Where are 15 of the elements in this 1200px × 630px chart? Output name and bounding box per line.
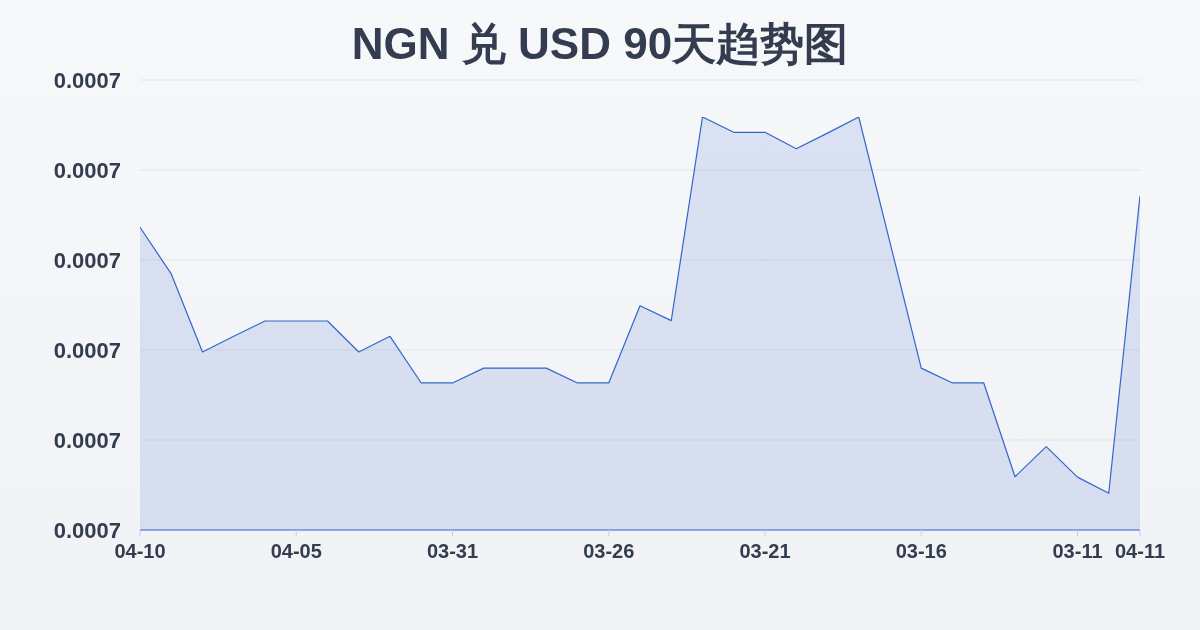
x-tick-label: 03-16 xyxy=(895,540,947,563)
x-tick-label: 04-11 xyxy=(1114,540,1166,563)
chart-title: NGN 兑 USD 90天趋势图 xyxy=(351,19,849,68)
text: 0.0007 xyxy=(53,427,121,453)
x-tick-label: 03-31 xyxy=(426,540,479,563)
x-tick-label: 04-05 xyxy=(270,540,322,563)
text: 0.0007 xyxy=(53,337,121,363)
x-tick-label: 04-10 xyxy=(114,540,166,563)
text: 0.0007 xyxy=(53,157,121,183)
text: 0.0007 xyxy=(53,67,121,93)
x-tick-label: 03-21 xyxy=(739,540,791,563)
text: 0.0007 xyxy=(53,247,121,273)
x-tick-label: 03-11 xyxy=(1052,540,1103,563)
text: 0.0007 xyxy=(53,517,121,543)
x-tick-label: 03-26 xyxy=(583,540,635,563)
